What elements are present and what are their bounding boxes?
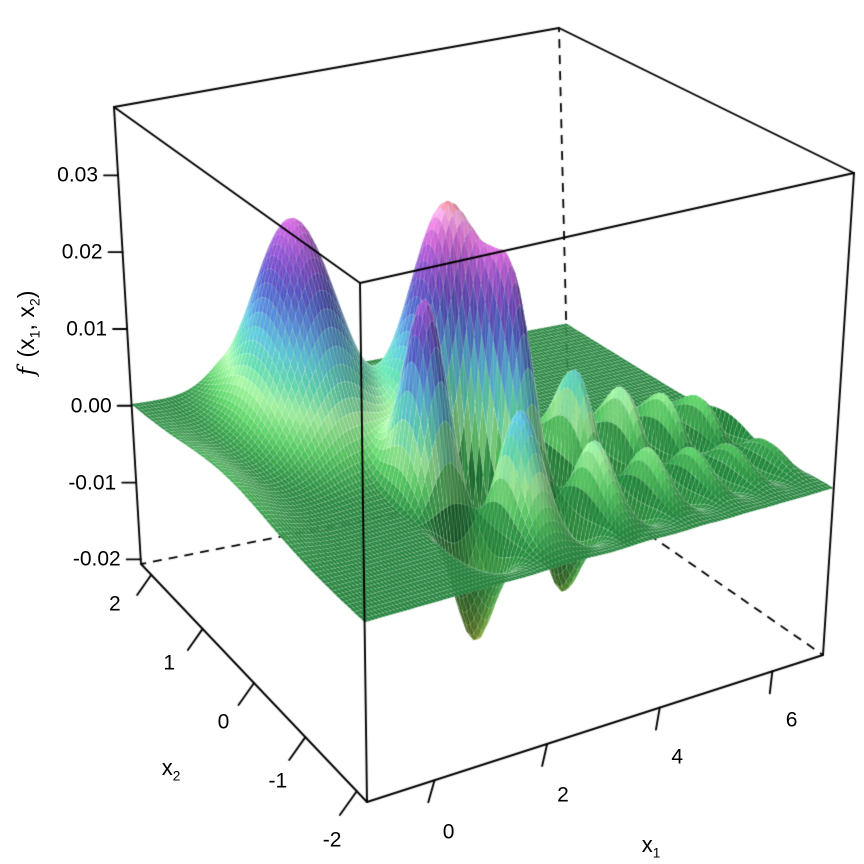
z-axis-tick-label: -0.01	[68, 471, 117, 495]
z-axis-tick-label: -0.02	[72, 547, 121, 571]
x1-axis-tick-label: 6	[785, 708, 798, 732]
x2-axis-tick-label: -2	[322, 828, 342, 852]
x1-axis-tick-label: 2	[557, 783, 569, 807]
x2-axis-tick-label: 2	[109, 592, 121, 616]
z-axis-tick-label: 0.02	[61, 240, 103, 264]
z-axis-tick-label: 0.00	[70, 394, 112, 418]
x2-axis-tick-label: 1	[163, 651, 176, 675]
x1-axis-tick-label: 0	[442, 820, 455, 844]
x2-axis-title: x2	[161, 755, 181, 784]
x1-axis-title: x1	[641, 832, 661, 861]
x2-axis-tick-label: 0	[217, 710, 230, 734]
x2-axis-tick-label: -1	[268, 769, 288, 793]
z-axis-tick-label: 0.01	[66, 317, 108, 341]
x1-axis-tick-label: 4	[671, 745, 684, 769]
z-axis-tick-label: 0.03	[57, 163, 99, 187]
z-axis-title: f (x1, x2)	[13, 290, 44, 376]
